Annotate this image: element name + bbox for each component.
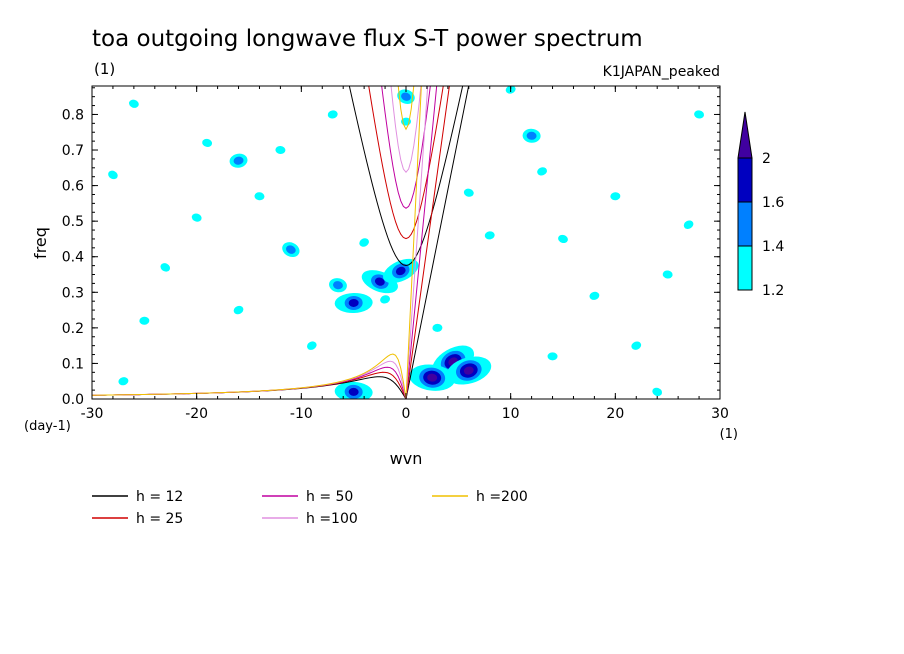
x-tick-label: 10 [502, 406, 520, 422]
colorbar-segment [737, 201, 753, 247]
y-tick-label: 0.6 [62, 179, 84, 195]
contour-blob [275, 146, 286, 155]
dispersion-curve [348, 86, 464, 267]
legend: h = 12 h = 25 h = 50 h =100 h =200 [92, 489, 528, 527]
dispersion-curve [405, 86, 438, 399]
x-tick-label: 20 [606, 406, 624, 422]
y-tick-label: 0.0 [62, 392, 84, 408]
legend-label: h =200 [476, 489, 528, 505]
dispersion-curve [92, 353, 407, 399]
chart-title: toa outgoing longwave flux S-T power spe… [92, 26, 643, 52]
contour-blob [662, 270, 673, 279]
contour-blob [160, 263, 171, 272]
contour-blob [359, 238, 369, 247]
dispersion-curve [405, 86, 450, 399]
contour-blob [108, 170, 118, 180]
y-tick-label: 0.2 [62, 321, 84, 337]
chart-title-units: (1) [94, 60, 115, 78]
contour-blob [202, 138, 213, 147]
y-tick-label: 0.8 [62, 107, 84, 123]
dispersion-curve [405, 86, 470, 399]
contour-blob [128, 99, 139, 108]
contour-blob [348, 387, 359, 396]
contour-blob [610, 192, 621, 201]
contour-blob [484, 231, 495, 240]
contour-blob [233, 305, 244, 315]
y-axis-label: freq [31, 227, 50, 259]
x-tick-label: 0 [402, 406, 411, 422]
dispersion-curve [368, 86, 444, 240]
contour-blob [254, 192, 265, 201]
colorbar-label: 2 [762, 151, 771, 167]
dispersion-curve [405, 86, 429, 399]
contour-blob [526, 131, 537, 140]
colorbar: 2 1.6 1.4 1.2 [737, 111, 784, 299]
contour-blob [432, 323, 443, 332]
y-tick-label: 0.1 [62, 356, 84, 372]
contour-blob [683, 220, 694, 229]
contour-blob [348, 298, 359, 307]
x-tick-label: -10 [290, 406, 313, 422]
plot-frame [91, 85, 721, 400]
contour-blob [191, 213, 202, 222]
colorbar-segment [737, 245, 753, 291]
y-tick-label: 0.5 [62, 214, 84, 230]
contour-blob [333, 281, 343, 290]
contour-blob [395, 266, 406, 276]
dispersion-curves-layer [92, 86, 470, 399]
contour-blob [463, 188, 474, 197]
legend-label: h = 12 [136, 489, 183, 505]
y-axis-units: (day-1) [24, 419, 71, 434]
contour-blob [537, 167, 547, 176]
y-tick-label: 0.3 [62, 285, 84, 301]
x-tick-label: 30 [711, 406, 729, 422]
legend-label: h = 25 [136, 511, 183, 527]
contour-blob [652, 387, 663, 397]
y-tick-label: 0.7 [62, 143, 84, 159]
colorbar-label: 1.6 [762, 195, 784, 211]
chart-subtitle: K1JAPAN_peaked [603, 64, 720, 80]
contour-blob [547, 352, 558, 361]
contour-blob [631, 341, 642, 350]
dispersion-curve [390, 86, 422, 173]
x-tick-label: -20 [185, 406, 208, 422]
contour-blob [380, 295, 390, 304]
contour-blob [307, 341, 317, 350]
x-tick-label: -30 [81, 406, 104, 422]
contour-blob [427, 373, 438, 382]
contour-blob [118, 377, 129, 386]
contour-fill-layer [108, 86, 705, 399]
contour-blob [589, 291, 600, 300]
x-axis-label: wvn [390, 449, 423, 468]
y-tick-label: 0.4 [62, 250, 84, 266]
dispersion-curve [405, 86, 422, 399]
colorbar-arrow [737, 111, 753, 159]
contour-blob [558, 234, 568, 244]
axes-layer: -30 -20 -10 0 10 20 30 0.0 0.1 0.2 0.3 0.4 0.5 0.6 0.7… [62, 86, 729, 422]
contour-blob [286, 245, 296, 254]
dispersion-curve [381, 86, 431, 209]
colorbar-segment [737, 157, 753, 203]
contour-blob [327, 110, 338, 119]
dispersion-curve [397, 86, 415, 131]
x-axis-units: (1) [720, 427, 738, 442]
colorbar-label: 1.4 [762, 239, 784, 255]
contour-blob [694, 110, 705, 119]
contour-blob [233, 156, 244, 165]
colorbar-label: 1.2 [762, 283, 784, 299]
contour-blob [374, 277, 385, 286]
contour-blob [463, 366, 474, 375]
contour-blob [401, 92, 411, 101]
legend-label: h = 50 [306, 489, 353, 505]
contour-blob [139, 316, 150, 325]
legend-label: h =100 [306, 511, 358, 527]
